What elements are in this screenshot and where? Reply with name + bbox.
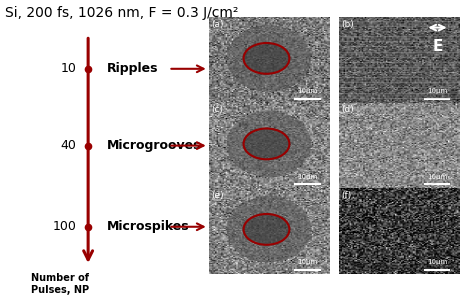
Text: Si, 200 fs, 1026 nm, F = 0.3 J/cm²: Si, 200 fs, 1026 nm, F = 0.3 J/cm²	[5, 7, 239, 21]
Text: Ripples: Ripples	[107, 62, 158, 75]
Text: 40: 40	[61, 139, 76, 152]
Text: Number of
Pulses, NP: Number of Pulses, NP	[31, 273, 90, 295]
Text: Microspikes: Microspikes	[107, 220, 190, 233]
Text: 100: 100	[53, 220, 76, 233]
Text: 10: 10	[61, 62, 76, 75]
Text: Microgrooves: Microgrooves	[107, 139, 201, 152]
